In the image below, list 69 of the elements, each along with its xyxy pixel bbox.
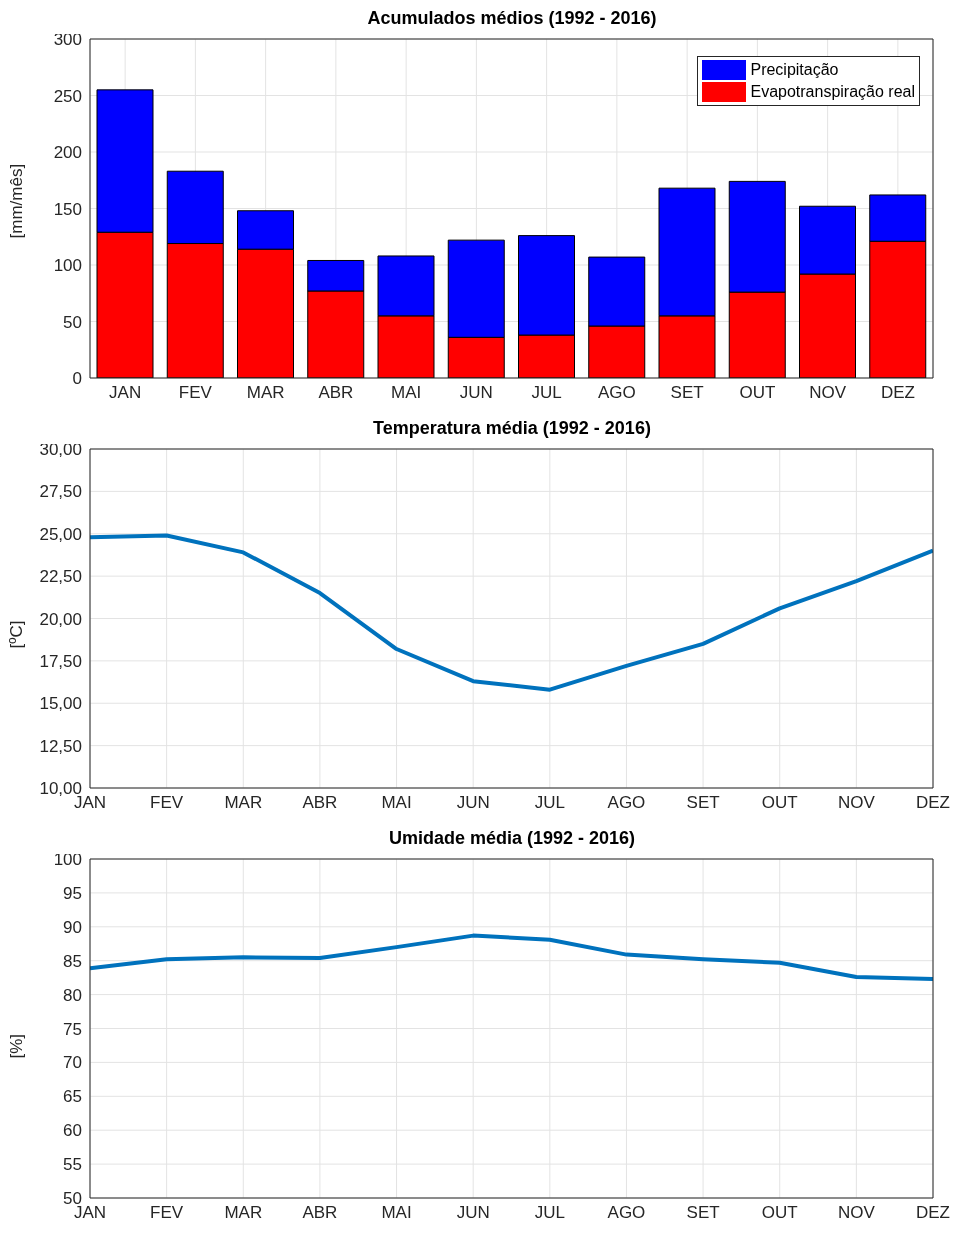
x-tick-label: OUT <box>739 383 776 403</box>
x-tick-label: MAI <box>391 383 422 403</box>
x-tick-label: AGO <box>607 1203 646 1223</box>
y-tick-label: 80 <box>63 985 82 1005</box>
x-tick-label: FEV <box>150 793 184 813</box>
x-tick-label: JUL <box>534 793 565 813</box>
y-tick-label: 25,00 <box>39 524 82 544</box>
x-tick-label: SET <box>686 1203 720 1223</box>
x-tick-label: NOV <box>837 793 876 813</box>
y-tick-label: 17,50 <box>39 651 82 671</box>
y-tick-label: 70 <box>63 1053 82 1073</box>
y-tick-label: 85 <box>63 951 82 971</box>
chart-title: Temperatura média (1992 - 2016) <box>373 418 651 438</box>
y-tick-label: 15,00 <box>39 694 82 714</box>
y-tick-label: 55 <box>63 1155 82 1175</box>
x-tick-label: FEV <box>150 1203 184 1223</box>
y-tick-label: 12,50 <box>39 736 82 756</box>
x-tick-label: MAI <box>381 1203 412 1223</box>
y-tick-label: 20,00 <box>39 609 82 629</box>
x-tick-label: MAR <box>246 383 285 403</box>
y-tick-label: 0 <box>72 369 82 389</box>
x-tick-label: SET <box>670 383 704 403</box>
x-tick-label: NOV <box>837 1203 876 1223</box>
legend-label: Precipitação <box>750 60 839 80</box>
x-tick-label: OUT <box>761 793 798 813</box>
y-tick-label: 100 <box>53 256 82 276</box>
x-tick-label: JUN <box>456 793 490 813</box>
chart-title: Umidade média (1992 - 2016) <box>388 828 636 848</box>
x-tick-label: JUL <box>531 383 562 403</box>
y-tick-label: 60 <box>63 1121 82 1141</box>
y-tick-label: 250 <box>53 86 82 106</box>
line-series <box>90 533 933 692</box>
x-tick-label: SET <box>686 793 720 813</box>
y-tick-label: 95 <box>63 883 82 903</box>
y-axis-title: [ºC] <box>7 620 27 649</box>
x-tick-label: MAI <box>381 793 412 813</box>
y-tick-label: 27,50 <box>39 482 82 502</box>
x-tick-label: OUT <box>761 1203 798 1223</box>
x-tick-label: JAN <box>109 383 142 403</box>
x-tick-label: DEZ <box>916 1203 950 1223</box>
y-tick-label: 22,50 <box>39 567 82 587</box>
x-tick-label: AGO <box>607 793 646 813</box>
x-tick-label: DEZ <box>880 383 915 403</box>
line-series <box>90 933 933 982</box>
y-tick-label: 90 <box>63 917 82 937</box>
y-tick-label: 300 <box>53 30 82 50</box>
x-tick-label: JUL <box>534 1203 565 1223</box>
y-tick-label: 30,00 <box>39 440 82 460</box>
y-tick-label: 150 <box>53 199 82 219</box>
x-tick-label: ABR <box>318 383 354 403</box>
x-tick-label: MAR <box>224 793 263 813</box>
x-tick-label: AGO <box>597 383 636 403</box>
x-tick-label: ABR <box>302 793 338 813</box>
x-tick-label: ABR <box>302 1203 338 1223</box>
y-tick-label: 200 <box>53 143 82 163</box>
y-axis-title: [%] <box>7 1033 27 1059</box>
x-tick-label: FEV <box>178 383 213 403</box>
y-axis-title: [mm/mês] <box>7 163 27 239</box>
x-tick-label: JUN <box>456 1203 490 1223</box>
x-tick-label: MAR <box>224 1203 263 1223</box>
x-tick-label: DEZ <box>916 793 950 813</box>
legend-label: Evapotranspiração real <box>750 82 915 102</box>
y-tick-label: 100 <box>53 850 82 870</box>
y-tick-label: 65 <box>63 1087 82 1107</box>
y-tick-label: 75 <box>63 1019 82 1039</box>
chart-title: Acumulados médios (1992 - 2016) <box>367 8 657 28</box>
x-tick-label: JUN <box>459 383 493 403</box>
x-tick-label: NOV <box>809 383 847 403</box>
y-tick-label: 50 <box>63 312 82 332</box>
